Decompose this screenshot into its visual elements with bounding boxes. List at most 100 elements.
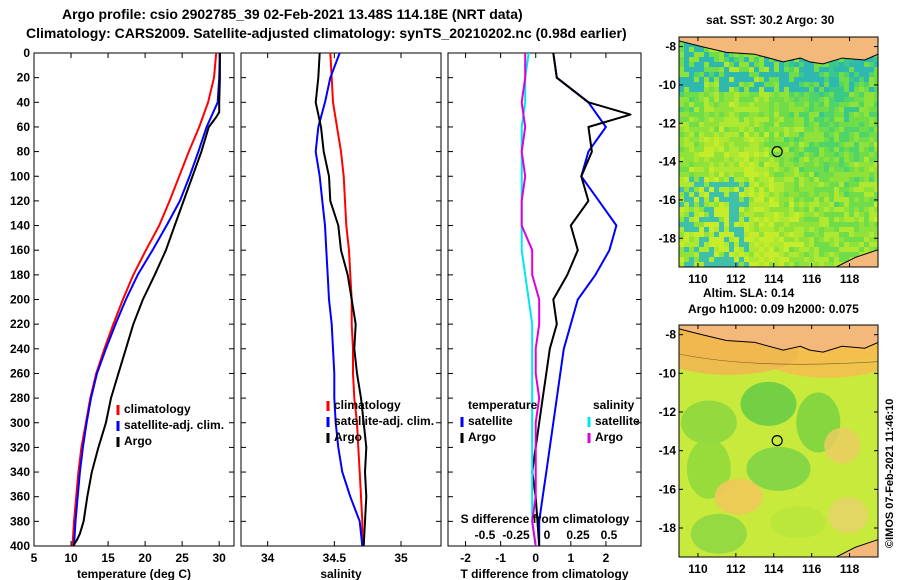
- sst-cell: [869, 237, 875, 243]
- sst-cell: [694, 197, 700, 203]
- series-line-s-argo: [520, 53, 541, 546]
- sst-cell: [679, 67, 685, 73]
- sst-cell: [869, 187, 875, 193]
- sst-cell: [874, 137, 878, 143]
- sst-cell: [709, 232, 715, 238]
- sst-cell: [689, 177, 695, 183]
- sst-cell: [699, 262, 705, 267]
- sst-cell: [834, 182, 840, 188]
- sst-cell: [714, 167, 720, 173]
- y-tick-label: 80: [17, 145, 31, 159]
- sst-cell: [754, 222, 760, 228]
- sst-cell: [839, 257, 845, 263]
- sst-cell: [694, 122, 700, 128]
- sst-cell: [849, 132, 855, 138]
- sst-cell: [739, 97, 745, 103]
- sst-cell: [679, 242, 685, 248]
- sst-cell: [804, 217, 810, 223]
- sst-cell: [749, 242, 755, 248]
- sst-cell: [859, 82, 865, 88]
- series-group: [520, 53, 632, 546]
- sst-cell: [804, 162, 810, 168]
- sst-cell: [839, 212, 845, 218]
- sst-cell: [719, 87, 725, 93]
- plot-frame: [447, 52, 642, 547]
- sst-cell: [764, 77, 770, 83]
- sst-cell: [814, 152, 820, 158]
- sst-cell: [804, 107, 810, 113]
- sst-cell: [814, 252, 820, 258]
- sst-cell: [809, 242, 815, 248]
- sst-cell: [754, 262, 760, 267]
- sst-cell: [829, 177, 835, 183]
- sst-cell: [844, 112, 850, 118]
- sst-cell: [704, 157, 710, 163]
- sst-cell: [789, 157, 795, 163]
- sst-cell: [679, 87, 685, 93]
- sst-cell: [794, 77, 800, 83]
- sst-cell: [819, 197, 825, 203]
- landmass-australia: [836, 249, 878, 267]
- sst-cell: [694, 137, 700, 143]
- sst-cell: [849, 182, 855, 188]
- sst-cell: [789, 127, 795, 133]
- sst-cell: [679, 182, 685, 188]
- sst-cell: [809, 142, 815, 148]
- sst-cell: [789, 202, 795, 208]
- sst-cell: [754, 117, 760, 123]
- sst-cell: [704, 217, 710, 223]
- sst-cell: [829, 62, 835, 68]
- sst-cell: [804, 132, 810, 138]
- sst-cell: [704, 137, 710, 143]
- sst-cell: [819, 97, 825, 103]
- sst-cell: [729, 167, 735, 173]
- series-line-satellite-adj-clim-: [73, 53, 221, 546]
- sst-cell: [744, 247, 750, 253]
- sst-cell: [684, 87, 690, 93]
- sst-cell: [859, 152, 865, 158]
- sst-cell: [784, 97, 790, 103]
- sst-cell: [789, 222, 795, 228]
- sst-cell: [769, 147, 775, 153]
- sst-cell: [689, 157, 695, 163]
- sst-cell: [794, 167, 800, 173]
- sst-cell: [729, 182, 735, 188]
- sst-cell: [804, 237, 810, 243]
- sst-cell: [709, 192, 715, 198]
- sst-cell: [779, 222, 785, 228]
- sst-cell: [779, 242, 785, 248]
- sst-cell: [684, 62, 690, 68]
- sst-cell: [874, 192, 878, 198]
- sst-cell: [859, 97, 865, 103]
- sst-cell: [719, 242, 725, 248]
- map-x-tick-label: 118: [840, 272, 860, 286]
- sst-cell: [864, 222, 870, 228]
- sst-cell: [814, 132, 820, 138]
- sst-cell: [699, 132, 705, 138]
- sst-cell: [814, 177, 820, 183]
- sst-cell: [799, 152, 805, 158]
- sst-cell: [764, 137, 770, 143]
- sst-cell: [714, 77, 720, 83]
- landmass-australia: [836, 539, 878, 557]
- legend-label: climatology: [334, 398, 401, 412]
- sst-cell: [854, 77, 860, 83]
- sst-cell: [744, 152, 750, 158]
- y-tick-label: 180: [10, 268, 30, 282]
- sst-cell: [814, 157, 820, 163]
- y-tick-label: 200: [10, 293, 30, 307]
- sst-cell: [829, 117, 835, 123]
- sst-cell: [869, 62, 875, 68]
- sst-cell: [814, 247, 820, 253]
- sst-cell: [724, 222, 730, 228]
- sst-cell: [789, 257, 795, 263]
- sst-cell: [829, 162, 835, 168]
- sst-cell: [679, 222, 685, 228]
- sst-cell: [684, 92, 690, 98]
- sst-cell: [729, 137, 735, 143]
- sst-cell: [754, 192, 760, 198]
- sst-cell: [734, 247, 740, 253]
- sst-cell: [714, 217, 720, 223]
- sla-map-subtitle: Argo h1000: 0.09 h2000: 0.075: [688, 302, 859, 316]
- sst-cell: [699, 197, 705, 203]
